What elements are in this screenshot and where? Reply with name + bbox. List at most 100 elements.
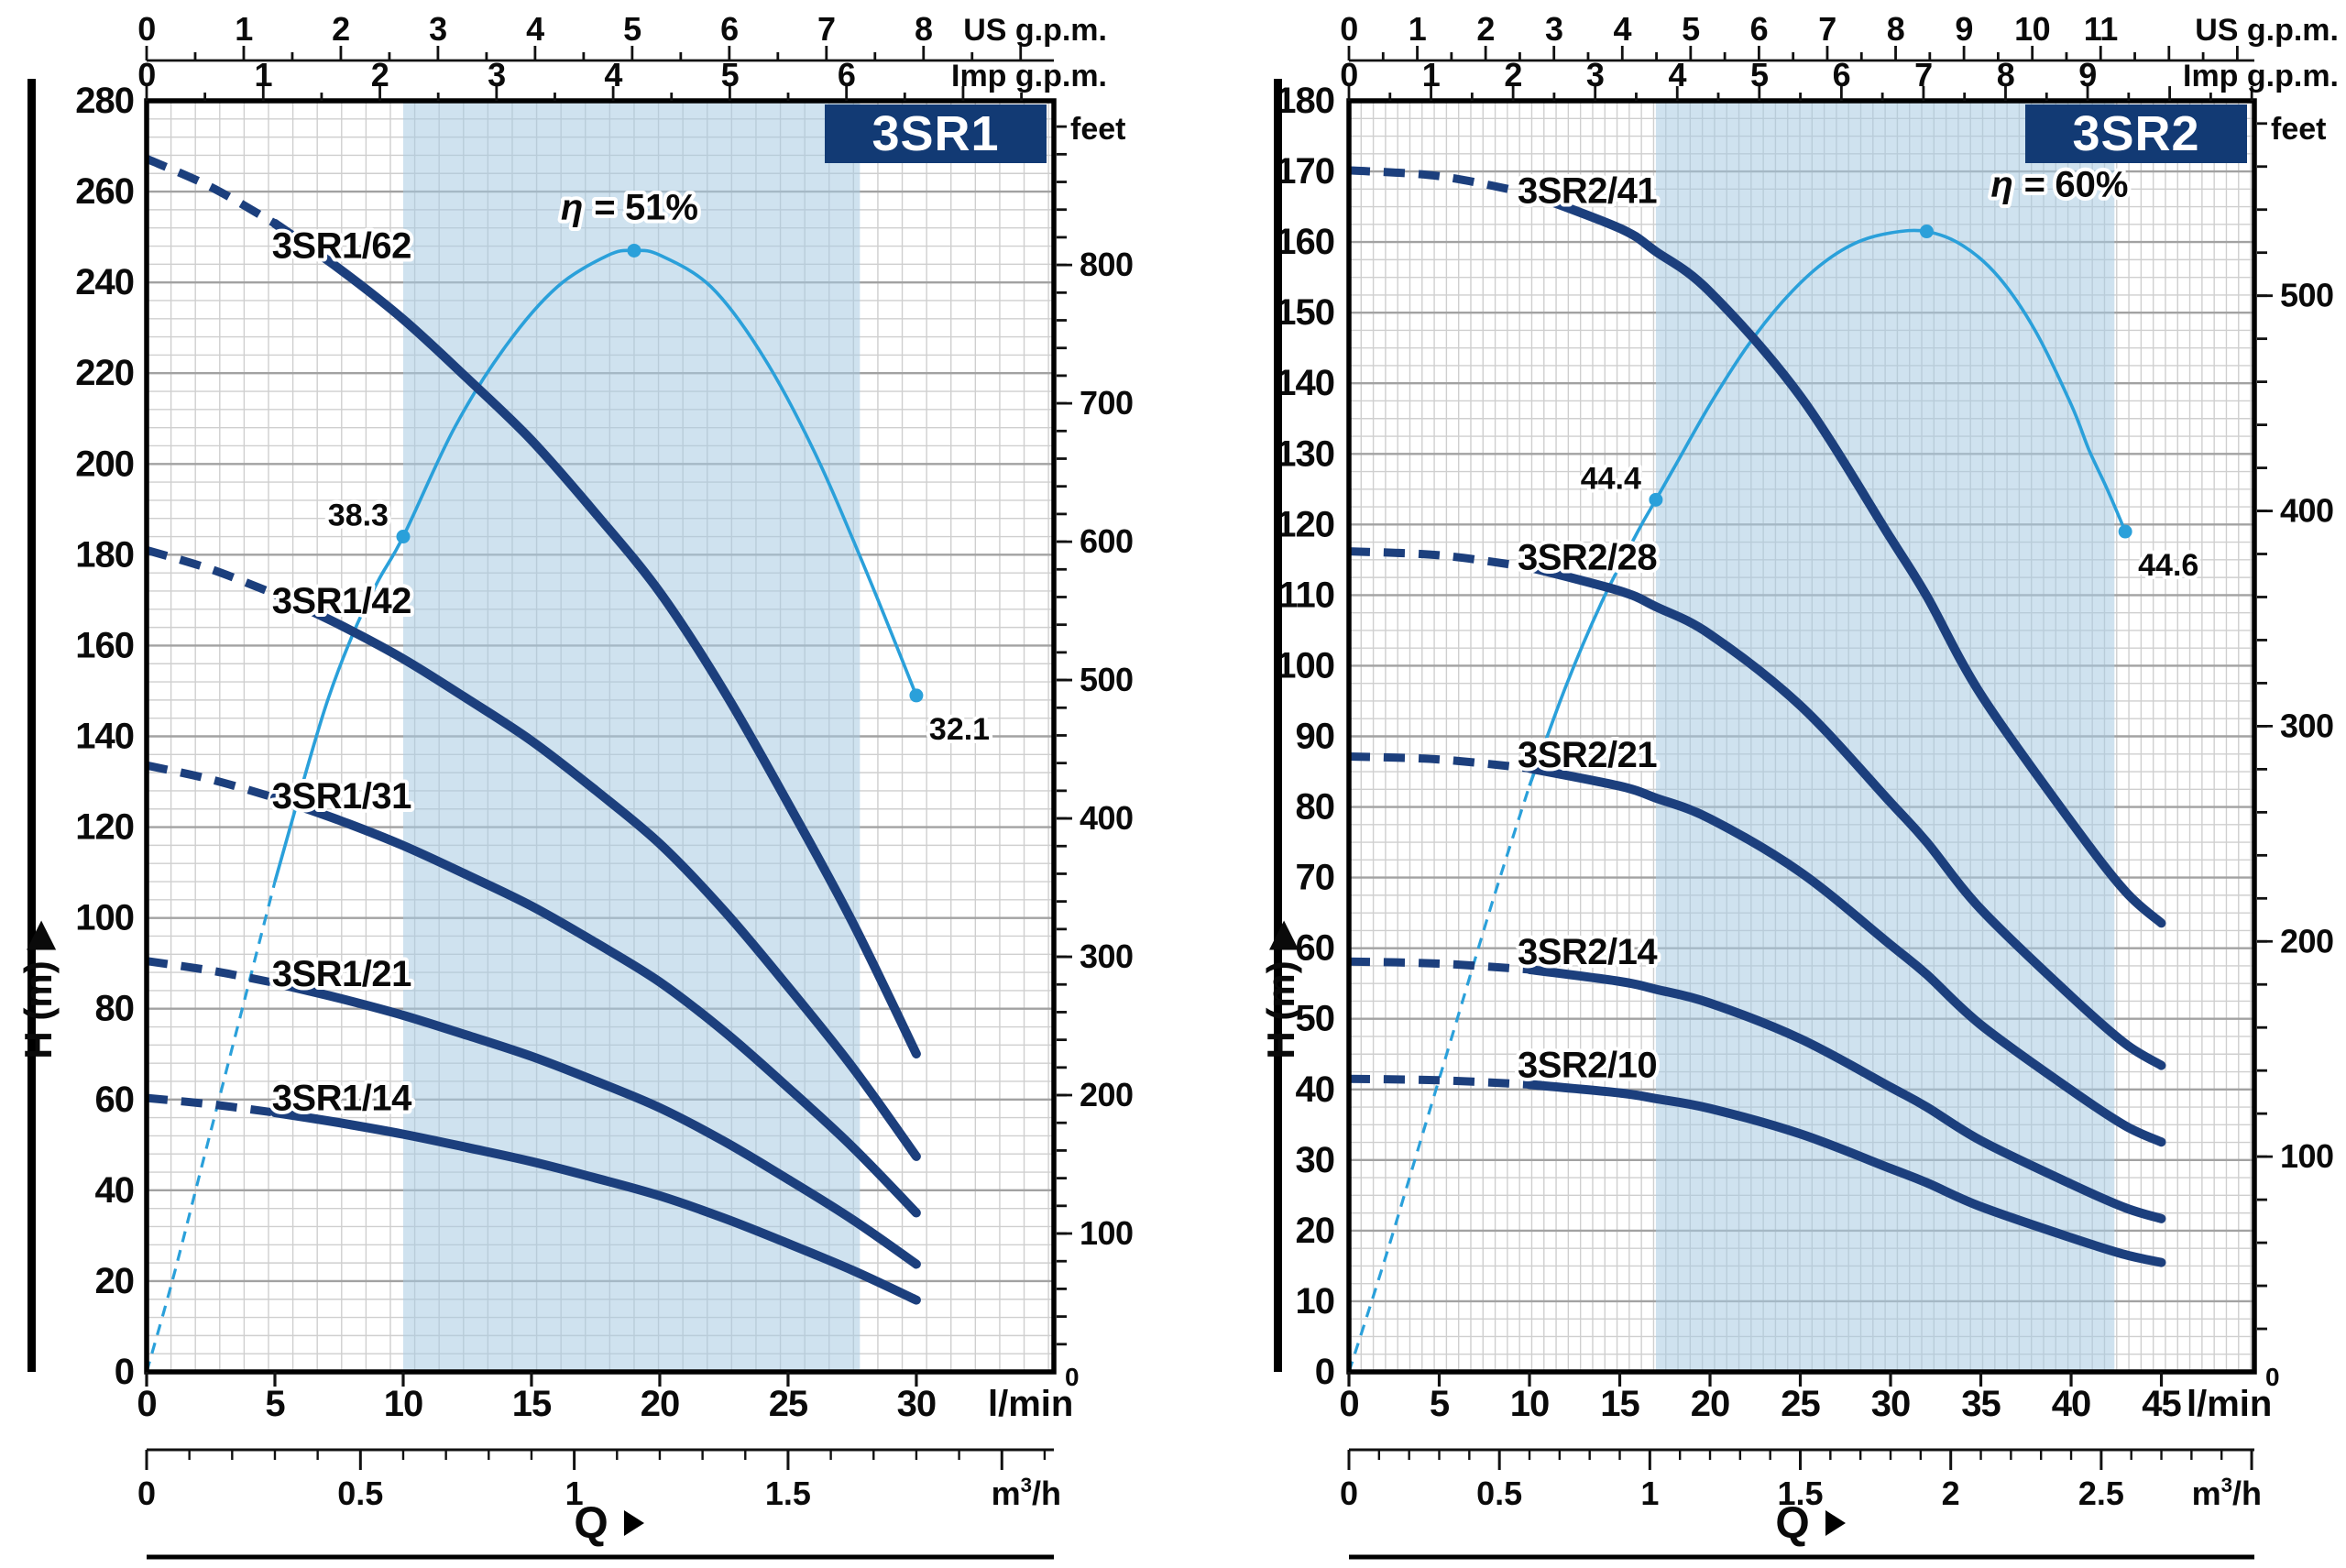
h-tick-280: 280: [75, 81, 134, 121]
feet-zero: 0: [2265, 1363, 2280, 1391]
m3h-tick-2: 2: [1942, 1475, 1960, 1512]
m3h-tick-0: 0: [137, 1475, 156, 1512]
imp-gpm-axis-tick-9: 9: [2078, 56, 2097, 93]
us-gpm-axis-tick-2: 2: [1476, 10, 1495, 48]
h-tick-80: 80: [95, 989, 135, 1029]
model-badge: [825, 104, 1047, 163]
efficiency-point-end: [2118, 524, 2132, 539]
pump-curve-3SR2/28: [1525, 562, 2166, 1070]
us-gpm-axis-tick-1: 1: [1409, 10, 1427, 48]
feet-tick-100: 100: [2280, 1137, 2334, 1175]
m3h-tick-2.5: 2.5: [2078, 1475, 2124, 1512]
feet-tick-300: 300: [2280, 707, 2334, 744]
h-tick-150: 150: [1276, 292, 1334, 333]
pump-curve-dashed-3SR2/28: [1348, 547, 1530, 572]
feet-zero: 0: [1065, 1363, 1080, 1391]
imp-gpm-axis-tick-2: 2: [1504, 56, 1522, 93]
h-tick-10: 10: [1296, 1281, 1335, 1321]
pump-curve-dashed-3SR2/10: [1348, 1074, 1530, 1089]
efficiency-point-end: [909, 688, 924, 703]
pump-curve-3SR2/14: [1525, 964, 2166, 1223]
recommended-range-band: [402, 101, 861, 1372]
h-tick-120: 120: [75, 807, 134, 848]
m3h-axis: 0 0.5 1 1.5 2 2.5 m3/h: [1340, 1448, 2262, 1512]
pump-curve-dashed-3SR2/21: [1348, 752, 1530, 773]
imp-gpm-axis-tick-6: 6: [838, 56, 856, 93]
imp-gpm-axis-tick-5: 5: [1750, 56, 1769, 93]
efficiency-end-value: 44.6: [2138, 548, 2198, 583]
lmin-unit: l/min: [2187, 1384, 2272, 1424]
us-gpm-axis-tick-7: 7: [1818, 10, 1836, 48]
feet-axis-title: feet: [1070, 112, 1125, 147]
m3h-tick-0.5: 0.5: [1476, 1475, 1522, 1512]
h-tick-100: 100: [1276, 645, 1334, 685]
lmin-tick-25: 25: [1781, 1384, 1820, 1424]
pump-chart-3sr2: 3SR2/41 3SR2/28 3SR2/21 3SR2/14 3SR2/10 44.4 4…: [1259, 10, 2339, 1560]
curve-label-3SR2/21: 3SR2/21: [1518, 735, 1657, 775]
plot-border: [144, 98, 1057, 1375]
curve-label-3SR1/21: 3SR1/21: [272, 954, 411, 994]
feet-tick-200: 200: [1080, 1076, 1134, 1113]
lmin-axis: 0 5 10 15 20 25 30 l/min: [137, 1372, 1073, 1424]
h-tick-60: 60: [95, 1080, 135, 1120]
lmin-tick-5: 5: [265, 1384, 285, 1424]
efficiency-point-peak: [627, 243, 641, 258]
h-axis: 0 10 20 30 40 50 60 70 80 90 100 110 120 130 140 150 160…: [1276, 81, 1335, 1392]
curve-label-3SR2/28: 3SR2/28: [1518, 537, 1657, 577]
feet-tick-400: 400: [1080, 799, 1134, 837]
m3h-unit: m3/h: [992, 1474, 1061, 1512]
us-gpm-axis: 0 1 2 3 4 5 6 7 8 9 10 11 US g.p.m.: [1340, 10, 2339, 62]
h-axis-bar: [27, 79, 36, 1372]
efficiency-peak-label: η = 60%: [1990, 165, 2128, 205]
us-gpm-axis-tick-4: 4: [526, 10, 544, 48]
m3h-tick-1: 1: [565, 1475, 584, 1512]
h-axis: 0 20 40 60 80 100 120 140 160 180 200 220 240 260 280: [75, 81, 135, 1392]
pump-curve-3SR1/14: [270, 1108, 921, 1305]
efficiency-start-value: 38.3: [328, 499, 389, 533]
h-tick-110: 110: [1277, 575, 1334, 615]
feet-tick-600: 600: [1080, 522, 1134, 560]
h-tick-70: 70: [1296, 858, 1335, 898]
lmin-tick-10: 10: [384, 1384, 423, 1424]
m3h-tick-1: 1: [1640, 1475, 1659, 1512]
us-gpm-axis-tick-9: 9: [1955, 10, 1973, 48]
pump-curve-3SR2/41: [1525, 189, 2166, 928]
efficiency-end-value: 32.1: [929, 712, 990, 747]
imp-gpm-axis-title: Imp g.p.m.: [2183, 59, 2339, 93]
q-axis-arrow-icon: [1825, 1510, 1846, 1536]
us-gpm-axis-tick-3: 3: [429, 10, 447, 48]
h-tick-180: 180: [1276, 81, 1334, 121]
h-tick-220: 220: [75, 353, 134, 393]
h-tick-130: 130: [1276, 433, 1334, 474]
h-tick-160: 160: [1276, 222, 1334, 262]
curve-label-3SR1/14: 3SR1/14: [272, 1079, 412, 1119]
q-axis-arrow-icon: [624, 1510, 644, 1536]
lmin-tick-5: 5: [1430, 1384, 1450, 1424]
feet-axis-title: feet: [2271, 112, 2326, 147]
chart-figure-3sr1: 3SR1/62 3SR1/42 3SR1/31 3SR1/21 3SR1/14 38.3 3…: [16, 10, 1134, 1560]
imp-gpm-axis-tick-1: 1: [1422, 56, 1441, 93]
h-tick-20: 20: [1296, 1211, 1335, 1251]
h-tick-0: 0: [1315, 1352, 1334, 1392]
imp-gpm-axis-tick-2: 2: [371, 56, 389, 93]
h-axis-bar: [1274, 79, 1282, 1372]
h-axis-title: H (m) ▶: [16, 920, 60, 1059]
efficiency-peak-label: η = 51%: [561, 187, 698, 227]
h-tick-100: 100: [75, 898, 134, 938]
feet-tick-200: 200: [2280, 922, 2334, 959]
model-badge: [2025, 104, 2247, 163]
feet-tick-400: 400: [2280, 492, 2334, 530]
efficiency-point-peak: [1919, 225, 1934, 239]
efficiency-curve: [273, 248, 918, 883]
pump-curve-dashed-3SR1/31: [146, 761, 277, 802]
feet-tick-500: 500: [2280, 277, 2334, 314]
imp-gpm-axis-tick-4: 4: [1668, 56, 1686, 93]
lmin-unit: l/min: [988, 1384, 1073, 1424]
h-tick-50: 50: [1296, 999, 1335, 1039]
us-gpm-axis-tick-6: 6: [720, 10, 739, 48]
feet-tick-800: 800: [1080, 246, 1134, 283]
us-gpm-axis-tick-7: 7: [817, 10, 836, 48]
lmin-tick-30: 30: [897, 1384, 937, 1424]
pump-curve-3SR2/21: [1525, 763, 2166, 1147]
efficiency-point-start: [396, 530, 411, 544]
